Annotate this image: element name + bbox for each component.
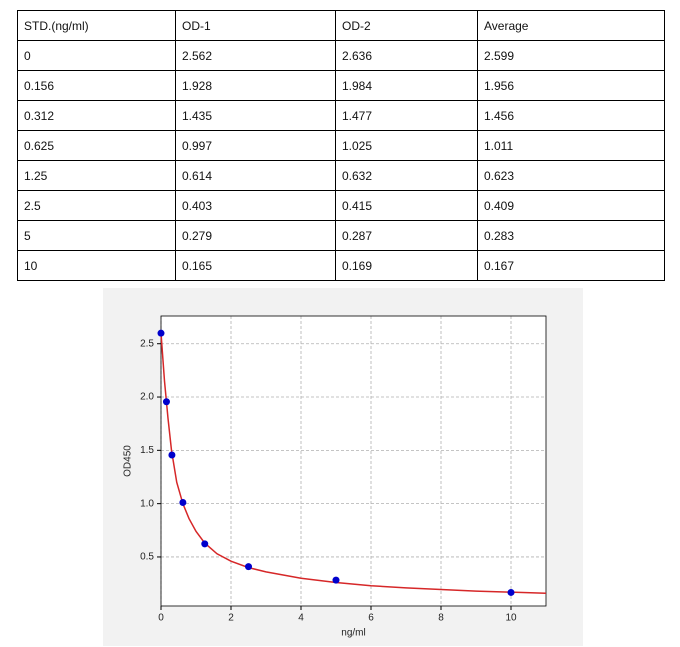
x-tick-label: 4	[298, 613, 304, 624]
data-point	[157, 329, 165, 337]
table-row: 0 2.562 2.636 2.599	[17, 40, 665, 71]
data-point	[179, 498, 187, 506]
data-point	[168, 451, 176, 459]
table-row: 0.156 1.928 1.984 1.956	[17, 70, 665, 101]
plot-frame	[160, 315, 547, 607]
table-cell: 0.623	[477, 160, 665, 191]
data-point	[245, 563, 252, 571]
data-point	[507, 588, 515, 596]
table-cell: 0.167	[477, 250, 665, 281]
y-tick-label: 2.5	[140, 338, 154, 349]
data-point	[201, 540, 209, 548]
y-tick-label: 1.5	[140, 445, 154, 456]
table-cell: 2.599	[477, 40, 665, 71]
table-cell: 0.165	[175, 250, 336, 281]
table-cell: 0.997	[175, 130, 336, 161]
x-axis-label: ng/ml	[341, 628, 365, 639]
x-tick-label: 10	[505, 613, 517, 624]
table-cell: 5	[17, 220, 176, 251]
header-cell: Average	[477, 10, 665, 41]
table-row: 5 0.279 0.287 0.283	[17, 220, 665, 251]
header-cell: STD.(ng/ml)	[17, 10, 176, 41]
table-cell: 1.025	[335, 130, 478, 161]
x-tick-label: 8	[438, 613, 444, 624]
table-cell: 1.435	[175, 100, 336, 131]
table-cell: 0.169	[335, 250, 478, 281]
data-point	[332, 576, 340, 584]
y-tick-label: 2.0	[140, 392, 154, 403]
x-tick-label: 0	[158, 613, 164, 624]
table-cell: 0.279	[175, 220, 336, 251]
fit-curve	[160, 333, 547, 594]
plot-area	[161, 316, 546, 606]
header-row: STD.(ng/ml) OD-1 OD-2 Average	[17, 10, 665, 41]
y-axis-label: OD450	[123, 445, 134, 477]
table-cell: 0.614	[175, 160, 336, 191]
table-cell: 0.312	[17, 100, 176, 131]
table-row: 10 0.165 0.169 0.167	[17, 250, 665, 281]
table-row: 0.625 0.997 1.025 1.011	[17, 130, 665, 161]
table-cell: 2.636	[335, 40, 478, 71]
header-cell: OD-1	[175, 10, 336, 41]
data-point	[162, 398, 170, 406]
x-tick-label: 6	[368, 613, 374, 624]
x-tick-label: 2	[228, 613, 234, 624]
data-table: STD.(ng/ml) OD-1 OD-2 Average 0 2.562 2.636 2.5…	[17, 10, 665, 281]
y-tick-label: 0.5	[140, 552, 154, 563]
y-tick-label: 1.0	[140, 498, 154, 509]
table-cell: 1.456	[477, 100, 665, 131]
table-cell: 0.415	[335, 190, 478, 221]
